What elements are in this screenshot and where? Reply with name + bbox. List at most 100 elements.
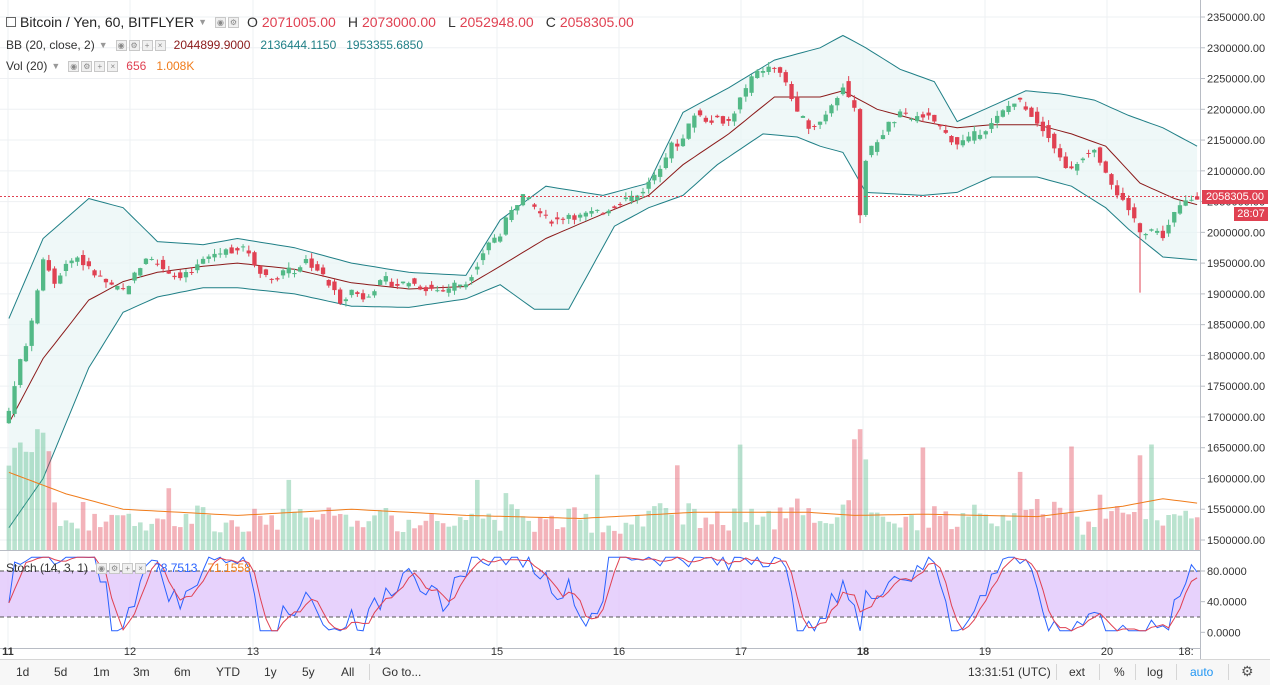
candle-body: [629, 195, 634, 202]
volume-bar: [749, 508, 754, 550]
plus-icon[interactable]: +: [122, 562, 134, 574]
volume-bar: [223, 522, 229, 550]
candle-body: [1120, 193, 1125, 200]
candle-body: [652, 174, 657, 181]
gear-icon[interactable]: ⚙: [128, 39, 140, 51]
candle-body: [115, 285, 120, 290]
candle-body: [783, 72, 788, 83]
range-ytd[interactable]: YTD: [216, 665, 240, 679]
volume-bar: [800, 515, 806, 550]
close-icon[interactable]: ×: [135, 562, 147, 574]
volume-bar: [372, 515, 377, 550]
volume-bar: [806, 508, 811, 550]
candle-body: [315, 264, 320, 271]
range-3m[interactable]: 3m: [133, 665, 150, 679]
volume-bar: [595, 474, 600, 550]
candle-body: [1155, 230, 1160, 233]
auto-toggle[interactable]: auto: [1190, 665, 1214, 679]
eye-icon[interactable]: ◉: [68, 60, 80, 72]
range-5d[interactable]: 5d: [54, 665, 68, 679]
goto-button[interactable]: Go to...: [382, 665, 422, 679]
price-tick-label: 2250000.00: [1207, 74, 1265, 86]
candle-body: [960, 140, 965, 146]
plus-icon[interactable]: +: [94, 60, 106, 72]
volume-bar: [1149, 444, 1154, 550]
volume-bar: [503, 493, 509, 550]
plus-icon[interactable]: +: [141, 39, 153, 51]
symbol-title[interactable]: Bitcoin / Yen, 60, BITFLYER: [20, 14, 195, 30]
volume-bar: [846, 500, 851, 550]
volume-bar: [486, 513, 492, 550]
toolbar-divider: [1228, 664, 1229, 680]
candle-body: [1029, 107, 1034, 117]
volume-bar: [1092, 527, 1097, 550]
chevron-down-icon[interactable]: ▼: [198, 17, 207, 27]
chevron-down-icon[interactable]: ▼: [98, 40, 108, 50]
log-toggle[interactable]: log: [1147, 665, 1164, 679]
volume-bar: [440, 523, 446, 550]
candle-body: [143, 258, 149, 264]
candle-body: [6, 410, 11, 424]
vol-label[interactable]: Vol (20): [6, 59, 48, 73]
stoch-label[interactable]: Stoch (14, 3, 1): [6, 561, 89, 575]
candle-body: [795, 96, 800, 112]
range-all[interactable]: All: [341, 665, 355, 679]
volume-bar: [1017, 471, 1023, 550]
candle-body: [303, 259, 309, 264]
price-tick-label: 1550000.00: [1207, 504, 1265, 516]
candle-body: [469, 277, 474, 281]
gear-icon[interactable]: ⚙: [81, 60, 93, 72]
bb-label[interactable]: BB (20, close, 2): [6, 38, 95, 52]
toolbar-divider: [1056, 664, 1057, 680]
volume-bar: [435, 521, 440, 550]
volume-bar: [949, 529, 954, 550]
range-1y[interactable]: 1y: [264, 665, 277, 679]
eye-icon[interactable]: ◉: [115, 39, 127, 51]
candle-body: [897, 111, 903, 118]
candle-body: [298, 267, 303, 272]
volume-bar: [1052, 501, 1057, 550]
volume-bar: [229, 520, 234, 550]
collapse-icon[interactable]: [6, 17, 16, 27]
candle-body: [429, 284, 434, 289]
candle-body: [595, 209, 600, 211]
eye-icon[interactable]: ◉: [96, 562, 108, 574]
price-tick-label: 1900000.00: [1207, 289, 1265, 301]
range-6m[interactable]: 6m: [174, 665, 191, 679]
candle-body: [578, 214, 583, 218]
range-1m[interactable]: 1m: [93, 665, 110, 679]
range-5y[interactable]: 5y: [302, 665, 315, 679]
candle-body: [1000, 110, 1005, 117]
candle-body: [732, 113, 737, 122]
range-1d[interactable]: 1d: [16, 665, 30, 679]
candle-body: [1166, 224, 1171, 234]
volume-bar: [40, 432, 46, 550]
price-axis[interactable]: 2350000.00 2300000.00 2250000.00 2200000.00…: [1200, 0, 1270, 659]
volume-bar: [343, 514, 349, 550]
candle-body: [823, 114, 828, 122]
chevron-down-icon[interactable]: ▼: [51, 61, 61, 71]
candle-body: [766, 66, 771, 72]
close-icon[interactable]: ×: [154, 39, 166, 51]
clock-readout[interactable]: 13:31:51 (UTC): [968, 665, 1051, 679]
volume-bar: [789, 507, 794, 550]
gear-icon[interactable]: ⚙: [1241, 663, 1254, 679]
volume-bar: [863, 459, 869, 550]
candle-body: [812, 126, 817, 127]
volume-bar: [709, 524, 714, 550]
eye-icon[interactable]: ◉: [214, 16, 226, 28]
percent-toggle[interactable]: %: [1114, 665, 1125, 679]
candle-body: [1063, 156, 1068, 168]
volume-bar: [526, 520, 531, 550]
volume-bar: [46, 451, 52, 550]
volume-bar: [560, 527, 566, 550]
close-icon[interactable]: ×: [107, 60, 119, 72]
legend-buttons: ◉ ⚙: [214, 16, 239, 28]
gear-icon[interactable]: ⚙: [227, 16, 239, 28]
time-axis[interactable]: 11 12 13 14 15 16 17 18 19 20 18:: [2, 646, 1193, 658]
ext-toggle[interactable]: ext: [1069, 665, 1086, 679]
gear-icon[interactable]: ⚙: [109, 562, 121, 574]
volume-bar: [115, 515, 120, 550]
volume-bar: [269, 515, 274, 550]
